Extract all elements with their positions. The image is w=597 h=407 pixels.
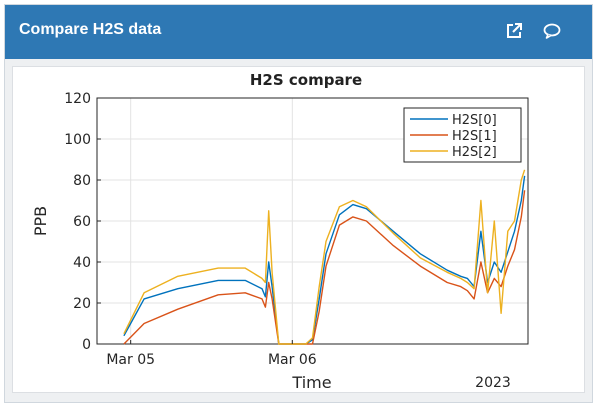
chart-svg: H2S compare 0 20 40 60 80 100 120 Mar 05 Mar 06… bbox=[31, 71, 529, 392]
series-line-2 bbox=[123, 169, 526, 345]
legend-label: H2S[2] bbox=[452, 145, 497, 160]
comment-icon[interactable] bbox=[542, 21, 562, 41]
chart-grid bbox=[97, 98, 528, 344]
x-tick-label: Mar 06 bbox=[268, 352, 317, 368]
external-link-icon[interactable] bbox=[504, 21, 524, 41]
series-layer bbox=[123, 169, 526, 345]
chart-widget: Compare H2S data H2S compare 0 20 40 60 80 10… bbox=[4, 4, 593, 403]
chart-panel: H2S compare 0 20 40 60 80 100 120 Mar 05 Mar 06… bbox=[12, 66, 585, 393]
y-tick-label: 40 bbox=[73, 255, 91, 271]
y-tick-label: 20 bbox=[73, 296, 91, 312]
y-axis-label: PPB bbox=[31, 206, 50, 236]
y-tick-label: 120 bbox=[64, 91, 91, 107]
x-axis: Mar 05 Mar 06 bbox=[106, 340, 317, 368]
chart-title: H2S compare bbox=[250, 71, 362, 89]
y-tick-label: 100 bbox=[64, 132, 91, 148]
y-tick-label: 80 bbox=[73, 173, 91, 189]
x-tick-label: Mar 05 bbox=[106, 352, 155, 368]
x-axis-label: Time bbox=[291, 373, 331, 392]
series-line-1 bbox=[123, 190, 526, 345]
legend-label: H2S[0] bbox=[452, 113, 497, 128]
legend-label: H2S[1] bbox=[452, 129, 497, 144]
x-axis-secondary-label: 2023 bbox=[475, 375, 511, 391]
y-tick-label: 60 bbox=[73, 214, 91, 230]
y-axis: 0 20 40 60 80 100 120 bbox=[64, 91, 101, 353]
widget-header: Compare H2S data bbox=[5, 5, 592, 59]
y-tick-label: 0 bbox=[82, 337, 91, 353]
chart-legend: H2S[0]H2S[1]H2S[2] bbox=[403, 107, 522, 163]
widget-title: Compare H2S data bbox=[19, 21, 162, 38]
series-line-0 bbox=[123, 175, 526, 345]
